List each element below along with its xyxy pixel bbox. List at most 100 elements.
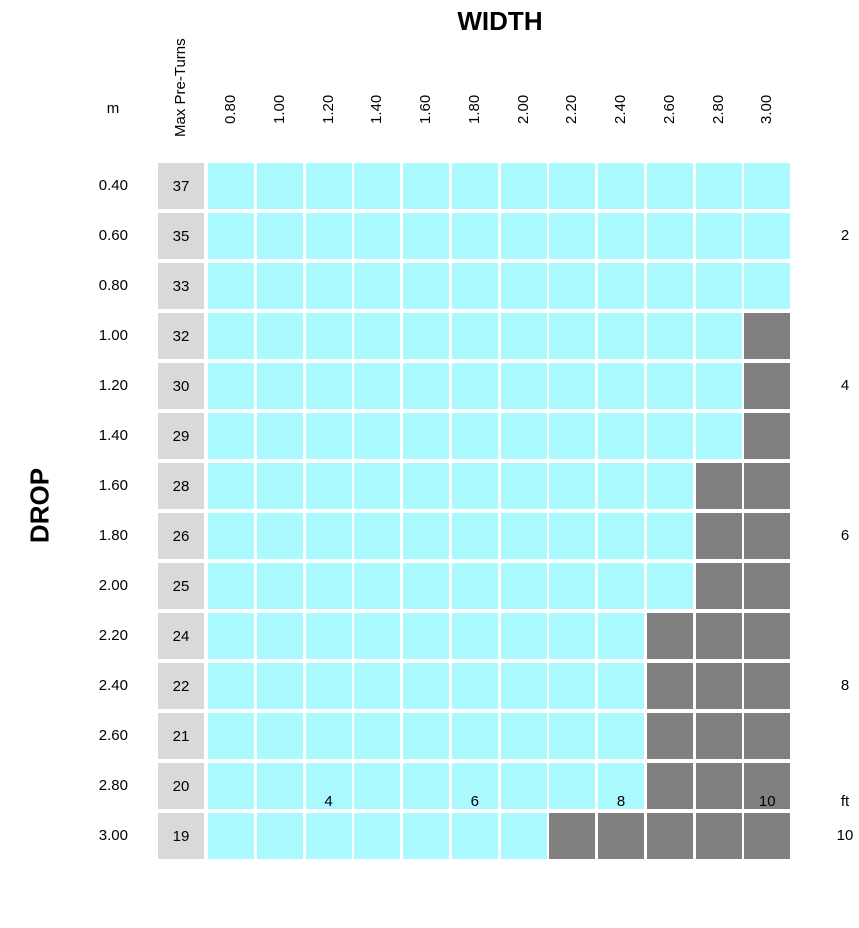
- heatmap-cell: [695, 313, 742, 359]
- heatmap-cell: [305, 163, 352, 209]
- heatmap-cell: [598, 763, 644, 809]
- heatmap-cell: [451, 513, 498, 559]
- heatmap-cell: [354, 413, 401, 459]
- heatmap-cell: [256, 563, 303, 609]
- heatmap-cell: [549, 613, 596, 659]
- heatmap-cell: [354, 513, 401, 559]
- heatmap-cell: [451, 563, 498, 609]
- heatmap-cell: [646, 563, 693, 609]
- max-pre-turns-cell: 22: [158, 663, 204, 709]
- heatmap-cell: [403, 213, 449, 259]
- heatmap-cell: [403, 513, 449, 559]
- heatmap-cell: [500, 363, 547, 409]
- max-pre-turns-cell: 29: [158, 413, 204, 459]
- heatmap-cell: [208, 163, 254, 209]
- heatmap-cell: [695, 513, 742, 559]
- max-pre-turns-cell: 26: [158, 513, 204, 559]
- heatmap-cell: [646, 813, 693, 859]
- heatmap-cell: [598, 163, 644, 209]
- heatmap-cell: [598, 463, 644, 509]
- heatmap-cell: [549, 463, 596, 509]
- heatmap-cell: [744, 163, 791, 209]
- row-label-1.60: 1.60: [98, 477, 128, 494]
- heatmap-cell: [403, 613, 449, 659]
- column-header-2.80: 2.80: [709, 94, 727, 124]
- heatmap-cell: [646, 663, 693, 709]
- heatmap-cell: [744, 813, 791, 859]
- heatmap-cell: [744, 313, 791, 359]
- heatmap-cell: [354, 363, 401, 409]
- heatmap-cell: [354, 613, 401, 659]
- heatmap-cell: [403, 313, 449, 359]
- heatmap-cell: [744, 463, 791, 509]
- heatmap-cell: [695, 763, 742, 809]
- heatmap-cell: [208, 213, 254, 259]
- heatmap-cell: [208, 763, 254, 809]
- heatmap-cell: [208, 513, 254, 559]
- unit-label-ft: ft: [840, 793, 850, 810]
- column-header-2.60: 2.60: [660, 94, 678, 124]
- heatmap-cell: [451, 313, 498, 359]
- heatmap-cell: [305, 713, 352, 759]
- heatmap-cell: [256, 413, 303, 459]
- heatmap-cell: [598, 263, 644, 309]
- ft-label-bottom-8: 8: [616, 793, 626, 810]
- heatmap-cell: [549, 163, 596, 209]
- heatmap-cell: [256, 363, 303, 409]
- column-header-0.80: 0.80: [222, 94, 239, 124]
- heatmap-cell: [695, 213, 742, 259]
- heatmap-cell: [646, 713, 693, 759]
- max-pre-turns-cell: 35: [158, 213, 204, 259]
- max-pre-turns-cell: 33: [158, 263, 204, 309]
- heatmap-cell: [646, 613, 693, 659]
- heatmap-cell: [500, 663, 547, 709]
- heatmap-cell: [744, 413, 791, 459]
- heatmap-cell: [451, 613, 498, 659]
- heatmap-cell: [500, 463, 547, 509]
- heatmap-cell: [695, 163, 742, 209]
- heatmap-cell: [744, 563, 791, 609]
- ft-label-right-4: 4: [840, 377, 850, 394]
- column-header-1.40: 1.40: [368, 94, 386, 124]
- heatmap-cell: [646, 413, 693, 459]
- heatmap-cell: [354, 713, 401, 759]
- heatmap-cell: [354, 213, 401, 259]
- heatmap-cell: [354, 663, 401, 709]
- heatmap-cell: [451, 713, 498, 759]
- heatmap-cell: [256, 763, 303, 809]
- heatmap-cell: [646, 463, 693, 509]
- heatmap-cell: [744, 213, 791, 259]
- heatmap-cell: [744, 513, 791, 559]
- heatmap-cell: [451, 213, 498, 259]
- row-label-1.80: 1.80: [98, 527, 128, 544]
- heatmap-cell: [549, 213, 596, 259]
- max-pre-turns-cell: 32: [158, 313, 204, 359]
- column-header-1.00: 1.00: [270, 94, 288, 124]
- ft-label-bottom-6: 6: [470, 793, 479, 810]
- heatmap-cell: [256, 713, 303, 759]
- heatmap-cell: [598, 563, 644, 609]
- heatmap-cell: [403, 163, 449, 209]
- heatmap-cell: [305, 263, 352, 309]
- row-label-2.60: 2.60: [98, 727, 128, 744]
- heatmap-cell: [305, 413, 352, 459]
- heatmap-cell: [403, 663, 449, 709]
- heatmap-cell: [598, 513, 644, 559]
- row-label-3.00: 3.00: [98, 827, 128, 844]
- heatmap-cell: [256, 263, 303, 309]
- heatmap-cell: [695, 363, 742, 409]
- row-label-1.20: 1.20: [98, 377, 128, 394]
- heatmap-cell: [208, 613, 254, 659]
- max-pre-turns-cell: 37: [158, 163, 204, 209]
- heatmap-cell: [695, 413, 742, 459]
- heatmap-cell: [354, 763, 401, 809]
- heatmap-cell: [695, 613, 742, 659]
- heatmap-cell: [549, 813, 596, 859]
- ft-label-bottom-4: 4: [324, 793, 333, 810]
- heatmap-cell: [646, 263, 693, 309]
- column-header-2.40: 2.40: [612, 94, 629, 124]
- heatmap-cell: [305, 363, 352, 409]
- heatmap-cell: [598, 713, 644, 759]
- heatmap-cell: [354, 313, 401, 359]
- heatmap-cell: [500, 513, 547, 559]
